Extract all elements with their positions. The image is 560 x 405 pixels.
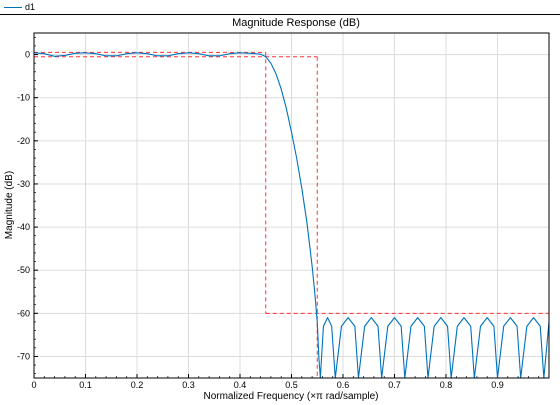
x-tick-label: 0.2 [131, 380, 144, 390]
x-tick-label: 0.8 [440, 380, 453, 390]
x-tick-label: 0.1 [79, 380, 92, 390]
y-tick-label: 0 [25, 50, 30, 60]
x-tick-label: 0.5 [285, 380, 298, 390]
x-tick-label: 0.9 [491, 380, 504, 390]
x-tick-label: 0.3 [182, 380, 195, 390]
axis-ticks: 0 0.1 0.2 0.3 0.4 0.5 0.6 0.7 0.8 0.9 0 -10 -20 -30 -4… [17, 36, 540, 390]
series-lines [33, 52, 550, 379]
x-axis-label: Normalized Frequency (×π rad/sample) [203, 391, 378, 402]
x-tick-label: 0 [31, 380, 36, 390]
plot-frame [33, 32, 550, 379]
y-tick-label: -10 [17, 93, 30, 103]
x-tick-label: 0.6 [337, 380, 350, 390]
y-axis-label: Magnitude (dB) [4, 171, 15, 239]
legend-swatch-d1 [4, 7, 22, 8]
legend: d1 [0, 0, 560, 15]
y-tick-label: -40 [17, 222, 30, 232]
series-line-d1 [33, 52, 550, 379]
y-tick-label: -50 [17, 265, 30, 275]
chart-title: Magnitude Response (dB) [232, 17, 360, 29]
legend-label-d1: d1 [25, 2, 36, 12]
y-tick-label: -30 [17, 179, 30, 189]
x-tick-label: 0.4 [234, 380, 247, 390]
grid [33, 33, 549, 378]
y-tick-label: -70 [17, 351, 30, 361]
y-tick-label: -60 [17, 308, 30, 318]
y-tick-label: -20 [17, 136, 30, 146]
x-tick-label: 0.7 [388, 380, 401, 390]
